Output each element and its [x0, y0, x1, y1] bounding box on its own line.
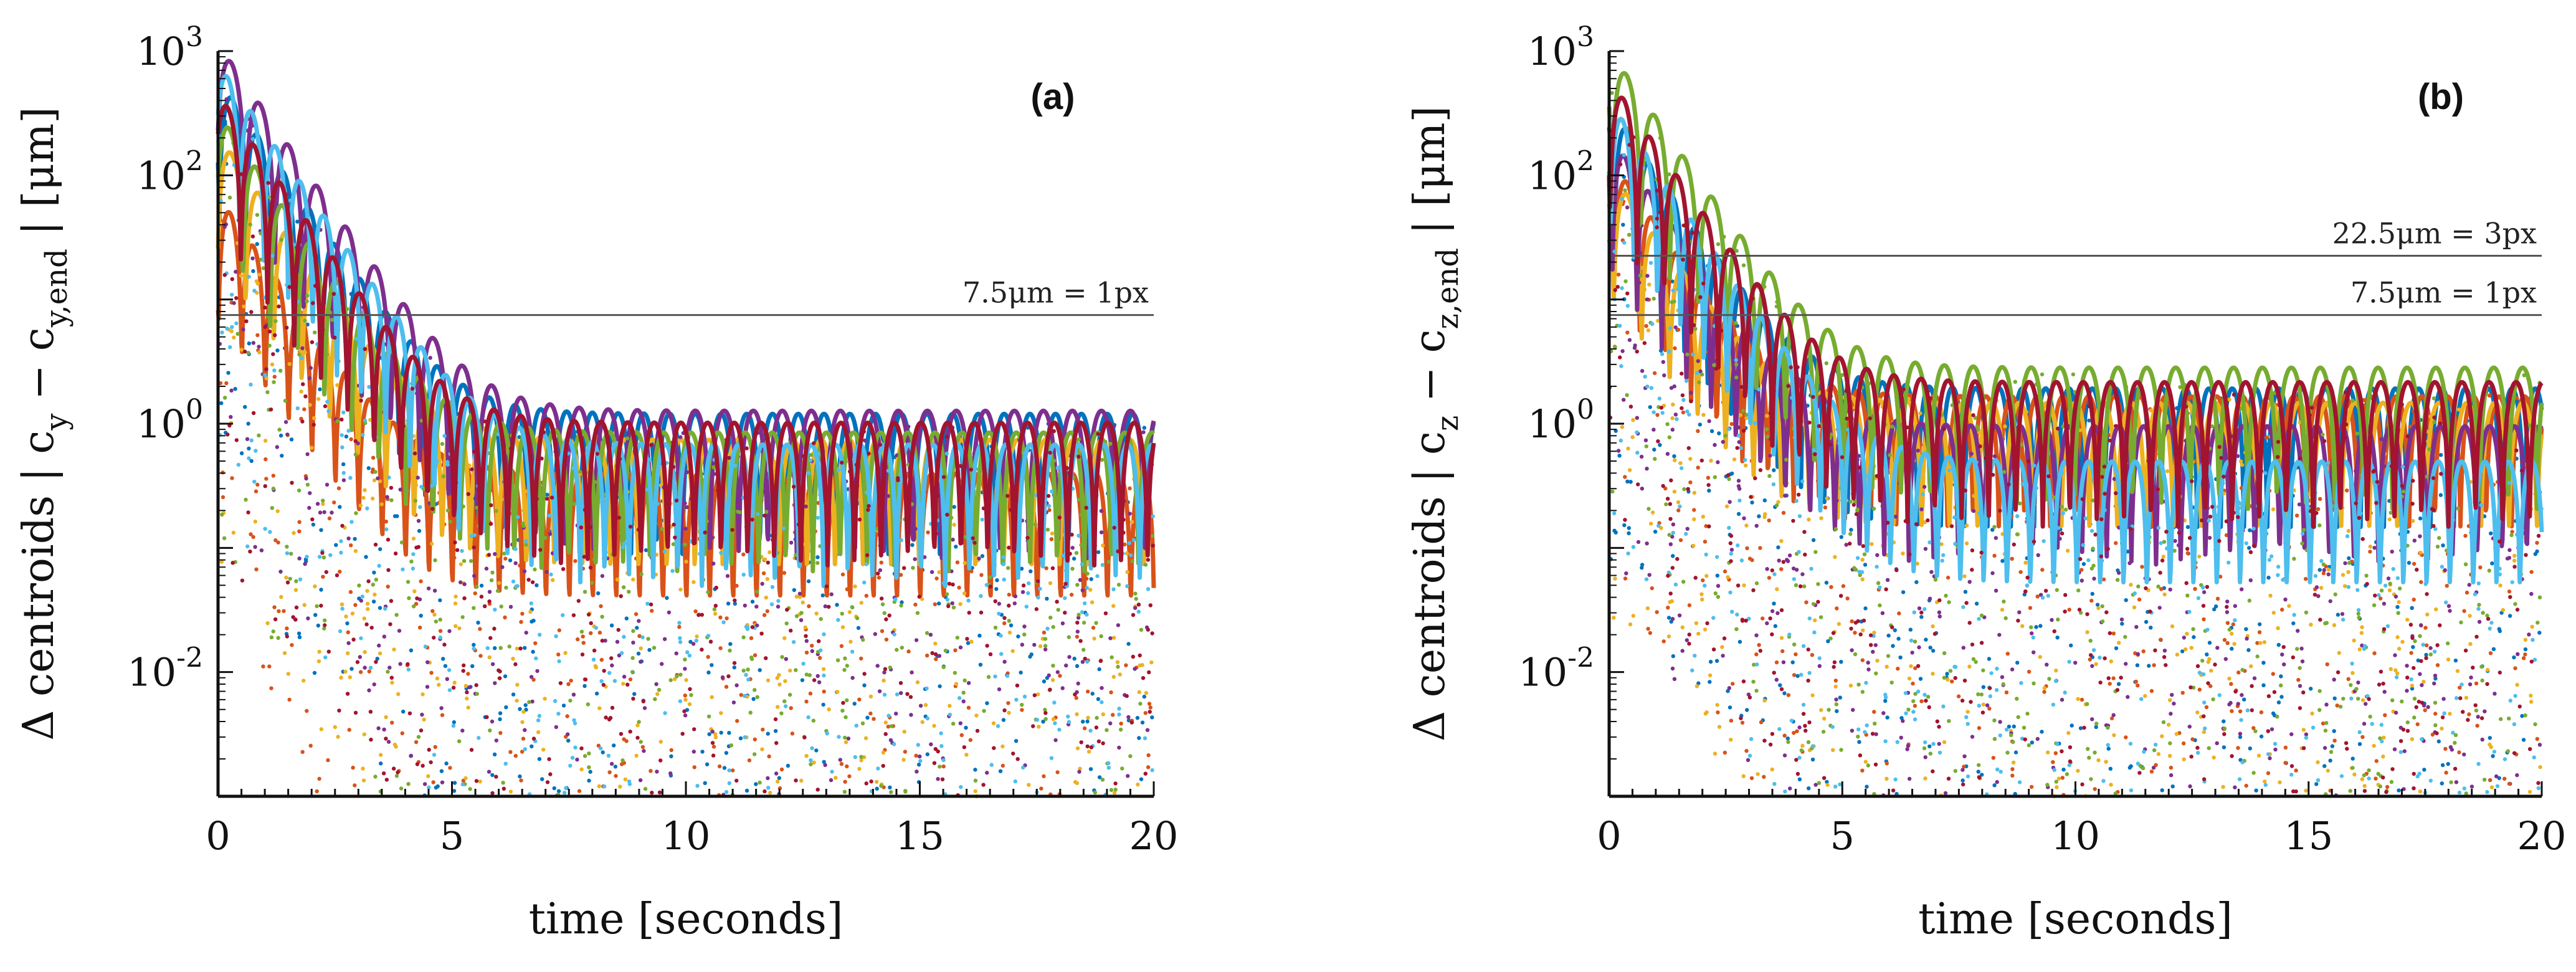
panel-a-series-cyan-line [216, 74, 1156, 588]
panel-a-y-tick-label: 103 [136, 21, 203, 74]
panel-a-y-axis-title: Δ centroids | cy − cy,end | [μm] [14, 107, 74, 740]
panel-b: 22.5μm = 3px 7.5μm = 1px 0 5 10 15 20 10-2 100 1… [1405, 21, 2566, 944]
panel-b-x-tick-label: 15 [2284, 813, 2333, 859]
panel-b-series-crimson-line [1607, 95, 2544, 529]
panel-b-y-tick-label: 10-2 [1518, 642, 1594, 695]
panel-a-x-tick-label: 15 [895, 813, 944, 859]
panel-b-axes: 0 5 10 15 20 10-2 100 102 103 [1518, 21, 2566, 859]
panel-a-label: (a) [1031, 77, 1075, 117]
panel-a-y-tick-label: 10-2 [127, 642, 203, 695]
panel-b-x-tick-label: 10 [2051, 813, 2100, 859]
panel-b-reference-label-0: 22.5μm = 3px [2332, 216, 2537, 250]
panel-a-y-tick-label: 100 [136, 394, 203, 447]
panel-a-axes: 0 5 10 15 20 10-2 100 102 103 [127, 21, 1178, 859]
panel-b-y-tick-label: 100 [1528, 394, 1594, 447]
panel-a-y-tick-label: 102 [136, 145, 203, 198]
panel-a-series-crimson-dots [222, 172, 1156, 798]
panel-b-reference-label-1: 7.5μm = 1px [2350, 276, 2537, 310]
panel-a-x-tick-label: 0 [206, 813, 230, 859]
panel-b-label: (b) [2418, 77, 2464, 117]
panel-a-x-axis-title: time [seconds] [529, 895, 844, 944]
panel-b-x-tick-label: 0 [1597, 813, 1621, 859]
panel-b-reference-lines: 22.5μm = 3px 7.5μm = 1px [1609, 216, 2542, 317]
panel-b-series-group [1607, 71, 2544, 799]
panel-a-x-tick-label: 20 [1129, 813, 1179, 859]
panel-b-x-tick-label: 5 [1830, 813, 1855, 859]
panel-b-y-tick-label: 103 [1528, 21, 1594, 74]
panel-a-x-tick-label: 10 [662, 813, 711, 859]
panel-a-reference-lines: 7.5μm = 1px [218, 276, 1154, 317]
panel-b-y-axis-title: Δ centroids | cz − cz,end | [μm] [1405, 106, 1465, 741]
panel-a: 7.5μm = 1px 0 5 10 15 20 10-2 100 102 103 (a) ti… [14, 21, 1178, 944]
panel-a-x-tick-label: 5 [440, 813, 464, 859]
panel-a-reference-label-0: 7.5μm = 1px [962, 276, 1149, 310]
panel-b-x-tick-label: 20 [2517, 813, 2567, 859]
panel-b-y-tick-label: 102 [1528, 145, 1594, 198]
panel-b-series-cyan-line [1607, 117, 2544, 584]
panel-b-x-axis-title: time [seconds] [1918, 895, 2233, 944]
panel-a-series-crimson-line [216, 103, 1156, 568]
panel-a-series-group [216, 59, 1156, 799]
